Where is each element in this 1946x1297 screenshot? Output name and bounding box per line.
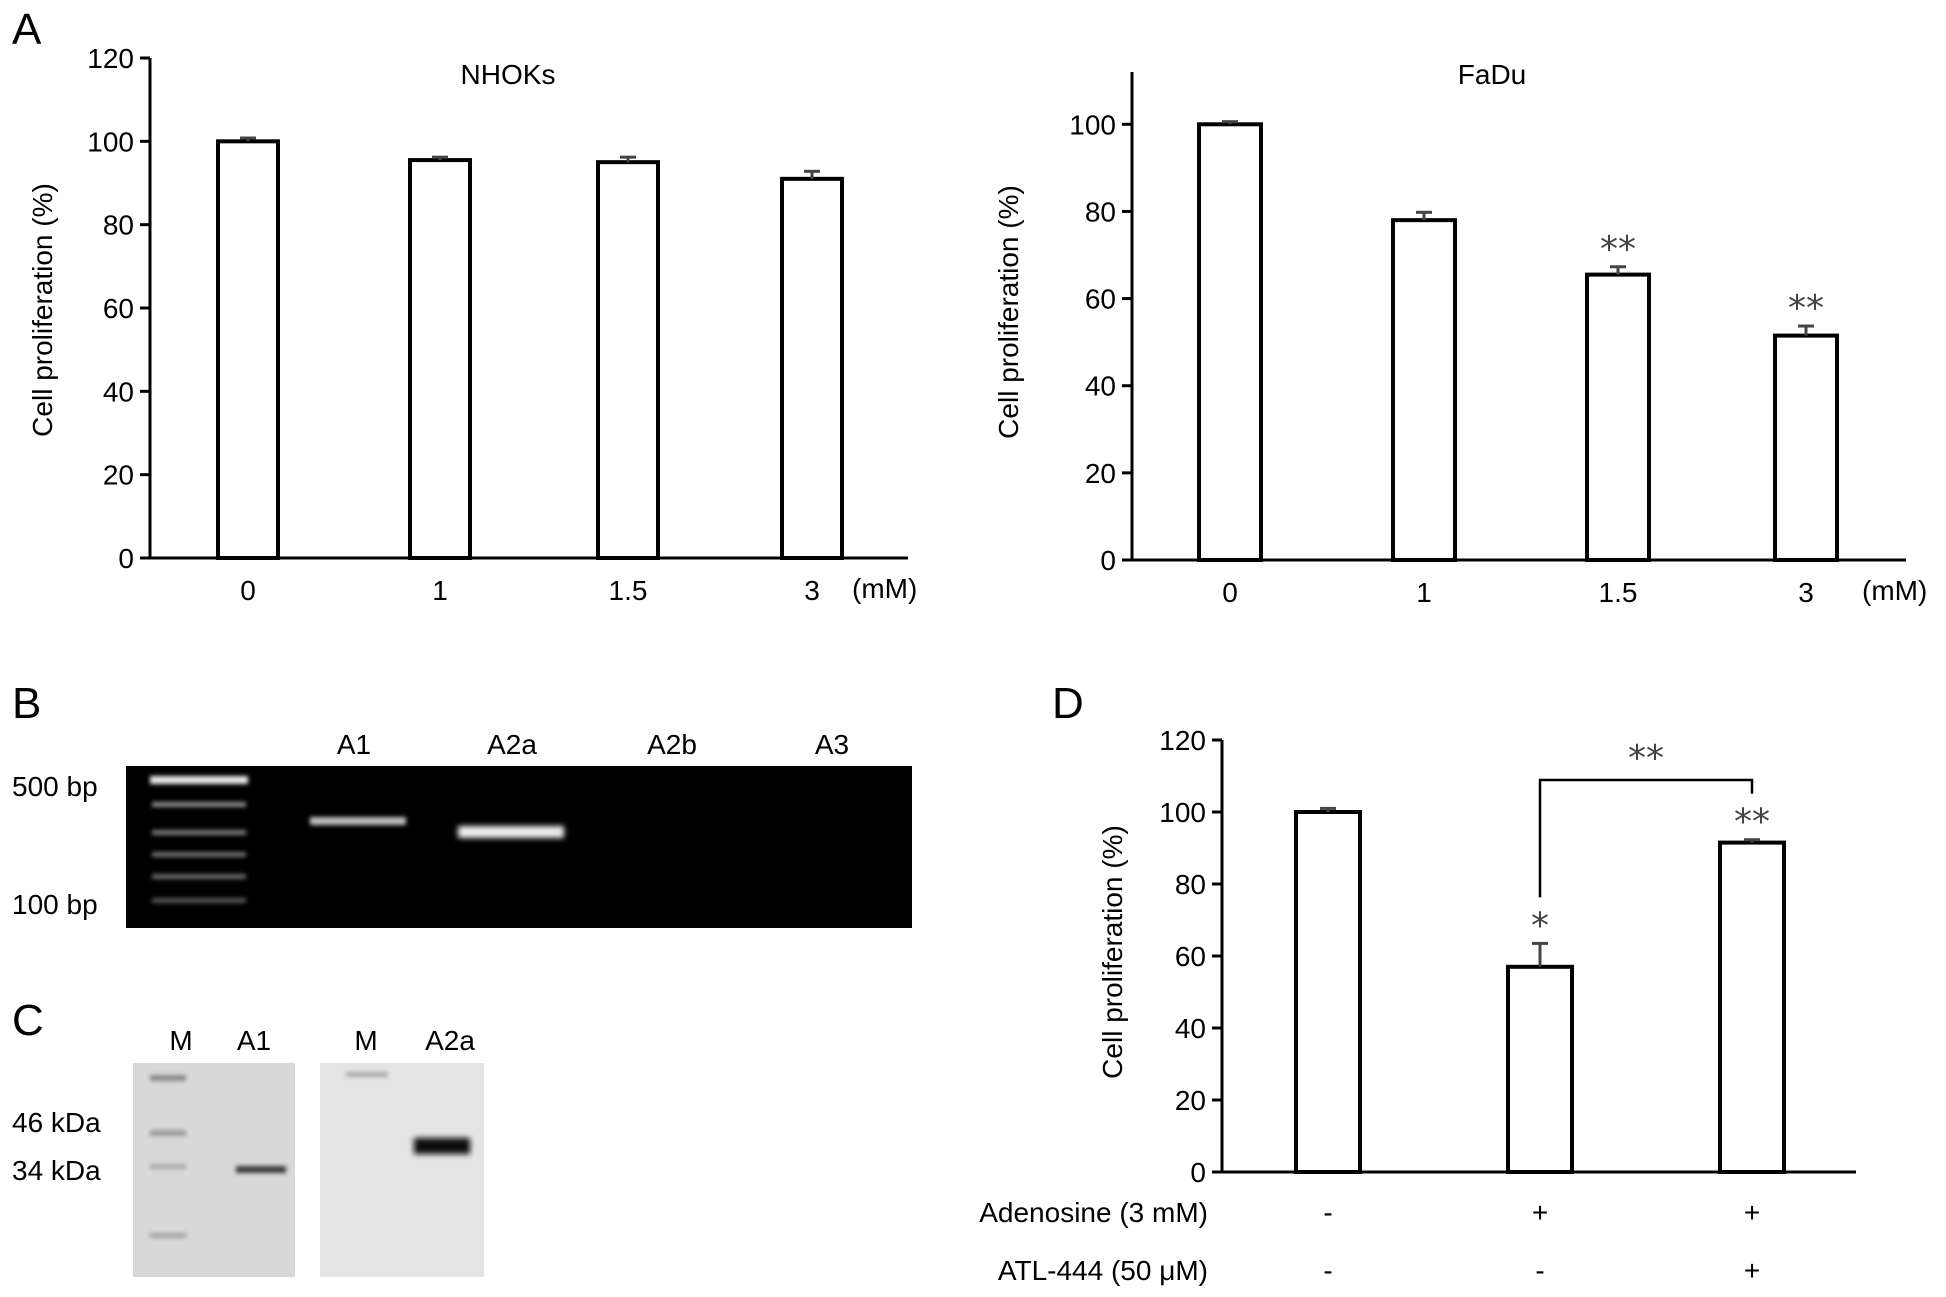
adenosine-row-value: + [1532,1197,1548,1228]
fadu-xtick-label: 1 [1416,577,1432,608]
adenosine-row-value: + [1744,1255,1760,1286]
adenosine-row-value: - [1323,1255,1332,1286]
gel-image: A1 A2a A2b A3 500 bp 100 bp [12,729,912,928]
fadu-xtick-label: 1.5 [1599,577,1638,608]
chart-nhoks-xunit: (mM) [852,573,917,604]
adenosine-bar [1506,964,1574,1174]
gel-marker-500bp: 500 bp [12,771,98,802]
adenosine-ytick-label: 80 [1175,869,1206,900]
fadu-ytick-label: 0 [1100,545,1116,576]
chart-adenosine: Cell proliferation (%) Adenosine (3 mM) … [979,725,1856,1286]
nhoks-xtick-label: 0 [240,575,256,606]
nhoks-ytick-label: 120 [87,43,134,74]
row-label-adenosine: Adenosine (3 mM) [979,1197,1208,1228]
adenosine-ytick-label: 120 [1159,725,1206,756]
fadu-bar [1391,218,1457,562]
fadu-significance: ** [1788,288,1824,329]
fadu-ytick-label: 60 [1085,284,1116,315]
adenosine-bracket-label: ** [1628,738,1664,779]
fadu-significance: ** [1600,229,1636,270]
adenosine-ytick-label: 20 [1175,1085,1206,1116]
fadu-ytick-label: 100 [1069,109,1116,140]
gel-lane-a1: A1 [337,729,371,760]
chart-nhoks-ylabel: Cell proliferation (%) [27,183,58,437]
blot1-lane-m: M [169,1025,192,1056]
adenosine-bar [1718,840,1786,1174]
adenosine-ytick-label: 0 [1190,1157,1206,1188]
gel-lane-a3: A3 [815,729,849,760]
nhoks-xtick-label: 1 [432,575,448,606]
gel-background [126,766,912,928]
adenosine-ytick-label: 60 [1175,941,1206,972]
chart-fadu: FaDu Cell proliferation (%) (mM) 0 20 40 60… [993,59,1927,608]
gel-lane-a2a: A2a [487,729,537,760]
row-label-atl444: ATL-444 (50 μM) [998,1255,1208,1286]
fadu-bar [1585,272,1651,562]
fadu-xtick-label: 3 [1798,577,1814,608]
nhoks-xtick-label: 3 [804,575,820,606]
gel-lane-a2b: A2b [647,729,697,760]
chart-adenosine-ylabel: Cell proliferation (%) [1097,825,1128,1079]
ladder-lane [150,776,248,903]
adenosine-bracket [1538,778,1754,898]
chart-fadu-title: FaDu [1458,59,1526,90]
nhoks-xtick-label: 1.5 [609,575,648,606]
blot1-lane-a1: A1 [237,1025,271,1056]
blot2-lane-a2a: A2a [425,1025,475,1056]
nhoks-ytick-label: 60 [103,293,134,324]
adenosine-ytick-label: 100 [1159,797,1206,828]
panel-letter-c: C [12,996,44,1045]
adenosine-row-value: - [1535,1255,1544,1286]
band-a1 [310,817,406,825]
fadu-bar [1773,333,1839,562]
fadu-ytick-label: 80 [1085,196,1116,227]
chart-fadu-xunit: (mM) [1862,575,1927,606]
nhoks-bar [216,139,280,560]
nhoks-ytick-label: 40 [103,376,134,407]
blot2-lane-m: M [354,1025,377,1056]
adenosine-row-value: - [1323,1197,1332,1228]
blot-marker-34kda: 34 kDa [12,1155,101,1186]
blot2-band-a2a [414,1138,470,1154]
nhoks-ytick-label: 80 [103,210,134,241]
blot1-band-a1 [236,1166,286,1173]
nhoks-ytick-label: 20 [103,460,134,491]
panel-letter-d: D [1052,679,1084,728]
adenosine-row-value: + [1744,1197,1760,1228]
fadu-bar [1197,122,1263,563]
fadu-ytick-label: 20 [1085,458,1116,489]
chart-nhoks: NHOKs Cell proliferation (%) (mM) 0 20 40 6… [27,43,917,606]
nhoks-bar [596,160,660,561]
adenosine-bar [1294,810,1362,1174]
fadu-ytick-label: 40 [1085,371,1116,402]
panel-letter-a: A [12,5,42,54]
panel-letter-b: B [12,679,41,728]
nhoks-ytick-label: 0 [118,543,134,574]
nhoks-ytick-label: 100 [87,126,134,157]
blot2-background [320,1063,484,1277]
nhoks-bar [780,176,844,560]
nhoks-bar [408,158,472,560]
western-blot: M A1 M A2a 46 kDa 34 kDa [12,1025,484,1277]
chart-fadu-ylabel: Cell proliferation (%) [993,185,1024,439]
adenosine-ytick-label: 40 [1175,1013,1206,1044]
adenosine-significance: * [1531,905,1549,946]
adenosine-significance: ** [1734,802,1770,843]
fadu-xtick-label: 0 [1222,577,1238,608]
band-a2a [458,826,564,838]
gel-marker-100bp: 100 bp [12,889,98,920]
blot-marker-46kda: 46 kDa [12,1107,101,1138]
chart-nhoks-title: NHOKs [461,59,556,90]
